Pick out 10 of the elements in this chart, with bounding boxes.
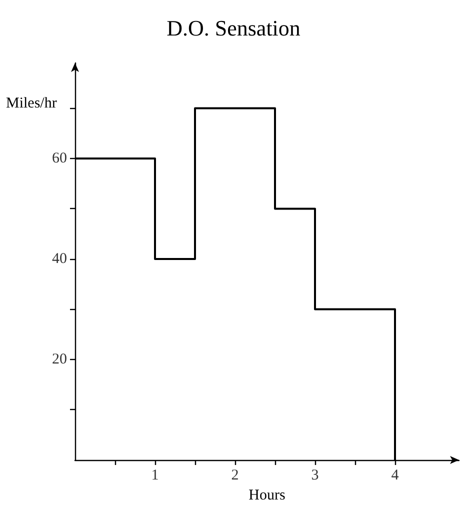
y-axis-title: Miles/hr	[6, 96, 57, 112]
y-tick-label: 20	[52, 351, 67, 368]
x-tick-label: 4	[391, 468, 400, 484]
x-tick-label: 3	[311, 468, 319, 484]
y-tick-label: 40	[52, 250, 67, 267]
chart-title: D.O. Sensation	[166, 16, 300, 40]
x-axis-title: Hours	[248, 487, 286, 504]
x-tick-label: 2	[231, 468, 239, 484]
x-tick-label: 1	[151, 468, 159, 484]
y-tick-label: 60	[52, 150, 67, 166]
